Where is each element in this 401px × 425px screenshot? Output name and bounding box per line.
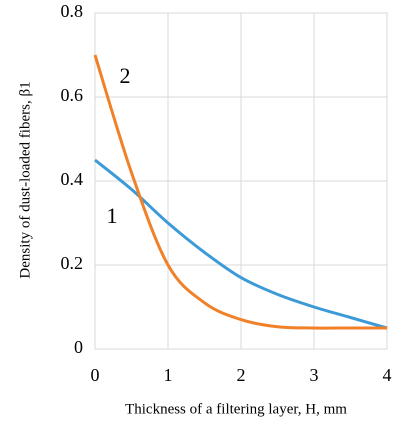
x-tick-label: 1 — [164, 365, 173, 385]
series-label: 1 — [107, 203, 118, 228]
series-label: 2 — [120, 63, 131, 88]
x-tick-label: 2 — [237, 365, 246, 385]
y-tick-label: 0 — [74, 337, 83, 357]
y-tick-label: 0.4 — [61, 169, 84, 189]
x-tick-label: 4 — [383, 365, 392, 385]
y-axis-label: Density of dust-loaded fibers, β1 — [17, 81, 33, 278]
x-tick-label: 3 — [310, 365, 319, 385]
x-axis-label: Thickness of a filtering layer, H, mm — [125, 401, 347, 417]
x-tick-label: 0 — [91, 365, 100, 385]
y-tick-label: 0.2 — [61, 253, 84, 273]
plot-border — [94, 12, 388, 350]
y-tick-label: 0.6 — [61, 85, 84, 105]
y-tick-label: 0.8 — [61, 1, 84, 21]
series-line — [93, 54, 387, 330]
